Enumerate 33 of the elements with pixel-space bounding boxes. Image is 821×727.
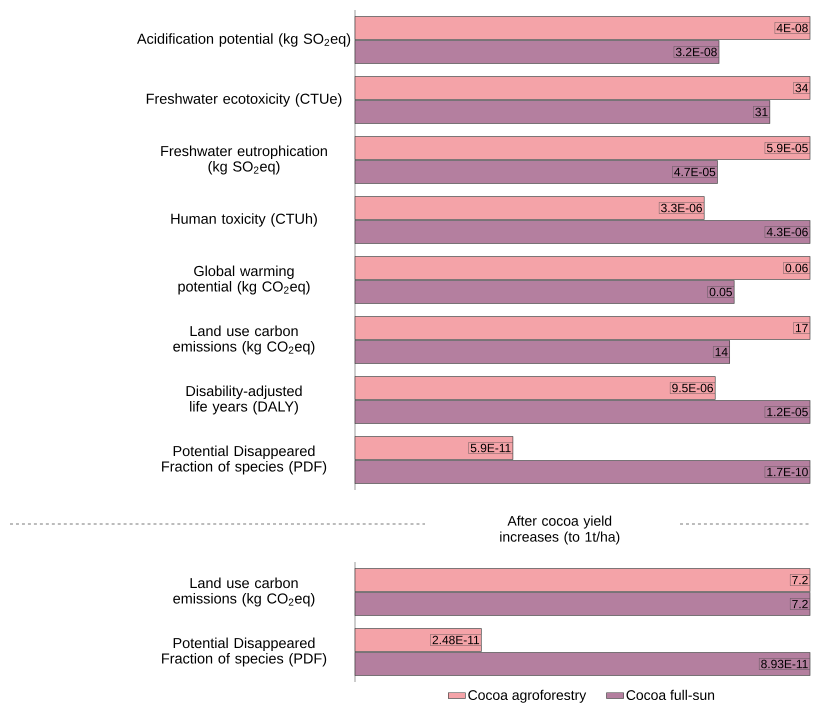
data-label: 4E-08 [776, 24, 808, 32]
data-label: 0.06 [786, 264, 808, 272]
y-tick-label: Land use carbon emissions (kg CO$_{2}$eq) [173, 326, 314, 354]
data-label: 31 [755, 108, 768, 116]
y-tick-label: Potential Disappeared Fraction of species (PDF) [162, 446, 326, 474]
data-label: 34 [795, 84, 808, 92]
y-tick-label: Potential Disappeared Fraction of species (PDF) [162, 638, 326, 666]
y-tick-label: Acidification potential (kg SO$_{2}$eq) [136, 33, 350, 47]
data-label: 4.3E-06 [766, 228, 808, 236]
data-label: 17 [796, 324, 808, 332]
data-label: 8.93E-11 [761, 660, 808, 668]
y-tick-label: Land use carbon emissions (kg CO$_{2}$eq) [173, 578, 314, 606]
data-label: 2.48E-11 [432, 636, 480, 644]
data-label: 14 [716, 348, 728, 356]
y-tick-label: Freshwater ecotoxicity (CTUe) [146, 93, 342, 107]
legend-label: Cocoa agroforestry [468, 690, 586, 703]
data-label: 0.05 [710, 288, 732, 296]
y-tick-label: Freshwater eutrophication (kg SO$_{2}$eq) [161, 146, 327, 174]
y-tick-label: Disability-adjusted life years (DALY) [186, 386, 302, 414]
y-tick-label: Global warming potential (kg CO$_{2}$eq) [178, 266, 310, 294]
data-label: 1.7E-10 [767, 468, 808, 476]
data-label: 7.2 [792, 576, 808, 584]
data-label: 3.3E-06 [661, 204, 702, 212]
data-label: 4.7E-05 [674, 168, 716, 176]
data-label: 3.2E-08 [676, 48, 717, 56]
data-label: 1.2E-05 [767, 408, 808, 416]
data-label: 7.2 [792, 600, 808, 608]
data-label: 9.5E-06 [672, 384, 713, 392]
chart-title: After cocoa yield increases (to 1t/ha) [500, 516, 620, 545]
data-label: 5.9E-11 [470, 444, 511, 452]
data-label: 5.9E-05 [766, 144, 808, 152]
legend-label: Cocoa full-sun [626, 690, 714, 700]
y-tick-label: Human toxicity (CTUh) [171, 213, 317, 227]
